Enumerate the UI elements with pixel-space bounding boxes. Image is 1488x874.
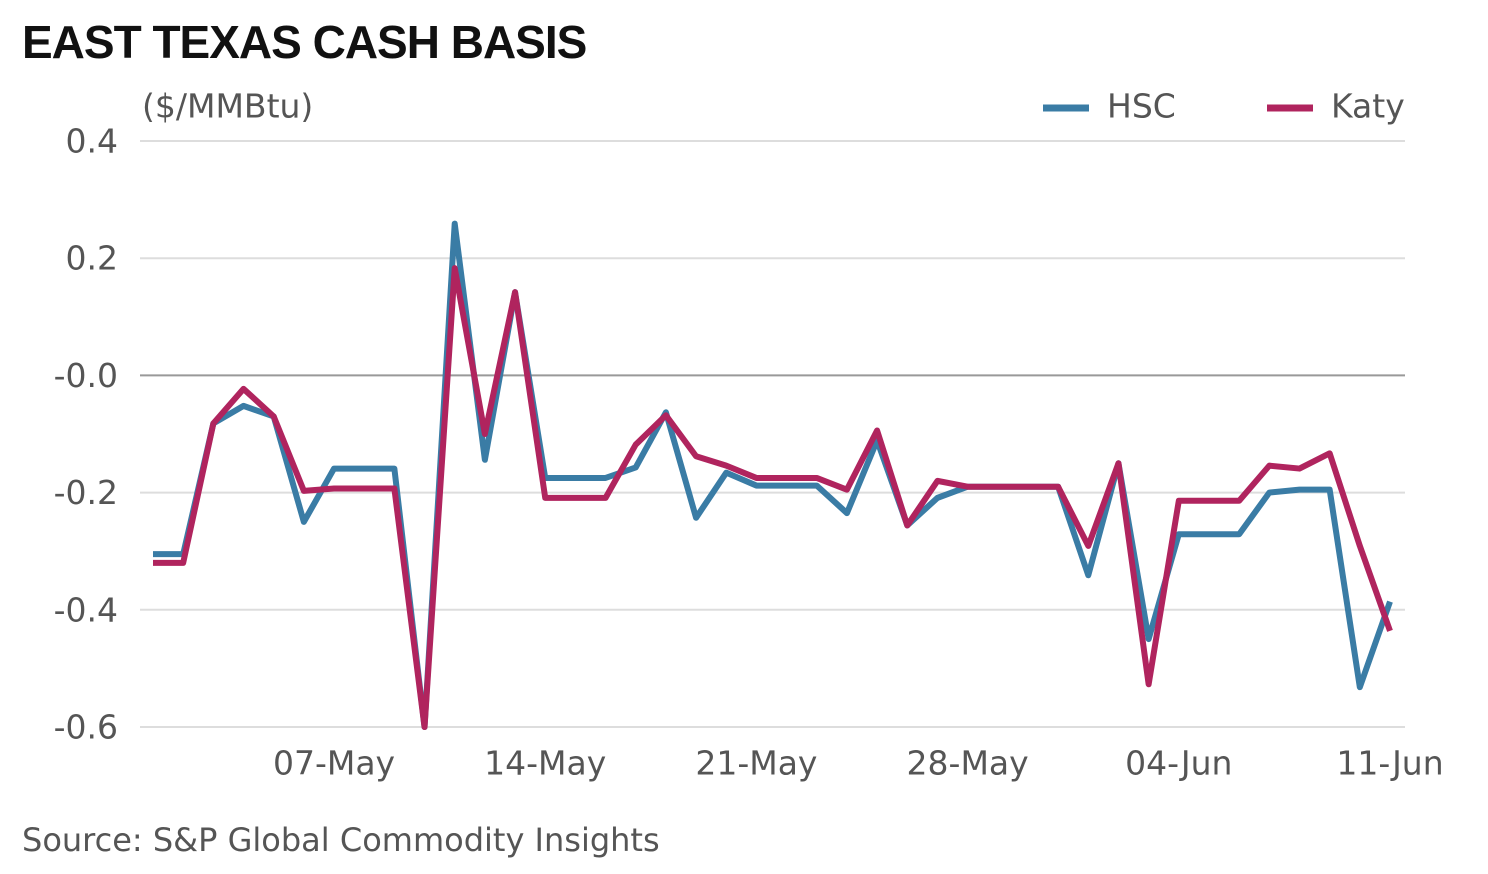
y-tick-label: -0.2 xyxy=(54,473,118,512)
source: Source: S&P Global Commodity Insights xyxy=(22,821,660,859)
legend-label: Katy xyxy=(1331,87,1405,126)
x-tick-label: 28-May xyxy=(907,744,1029,783)
y-axis-label: ($/MMBtu) xyxy=(142,87,313,126)
x-tick-label: 14-May xyxy=(484,744,606,783)
y-tick-label: 0.2 xyxy=(66,239,118,278)
line-series xyxy=(153,220,1393,730)
line-series xyxy=(153,265,1393,730)
y-tick-label: -0.4 xyxy=(54,590,118,629)
y-tick-label: 0.4 xyxy=(66,122,118,161)
x-tick-label: 21-May xyxy=(695,744,817,783)
y-tick-label: -0.6 xyxy=(54,708,118,747)
y-tick-label: -0.0 xyxy=(54,356,118,395)
chart-title: EAST TEXAS CASH BASIS xyxy=(22,16,586,68)
x-tick-label: 07-May xyxy=(273,744,395,783)
x-tick-label: 04-Jun xyxy=(1125,744,1232,783)
x-tick-label: 11-Jun xyxy=(1336,744,1443,783)
legend-label: HSC xyxy=(1107,87,1176,126)
